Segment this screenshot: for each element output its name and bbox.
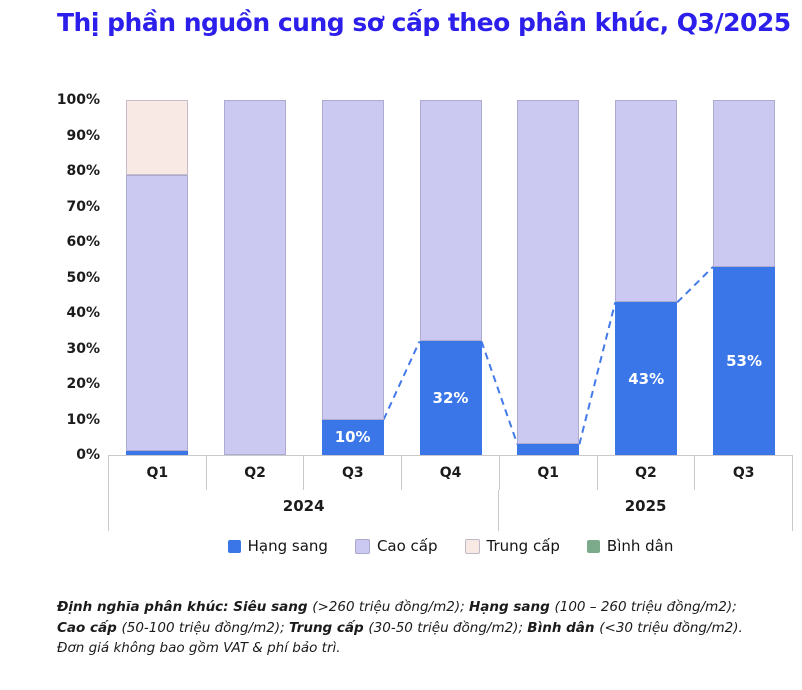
footnote-text: (100 – 260 triệu đồng/m2); — [554, 599, 737, 615]
bar-segment-trung-cap — [125, 100, 188, 175]
legend-item-binh-dan: Bình dân — [586, 537, 674, 555]
trend-line-segment — [578, 302, 617, 445]
bar-segment-cao-cap — [223, 100, 286, 455]
bar-segment-cao-cap — [713, 100, 776, 267]
bar-segment-hang-sang: 53% — [713, 266, 776, 455]
bar-segment-cao-cap — [517, 100, 580, 445]
bar-segment-cao-cap — [125, 174, 188, 452]
trend-line-segment — [480, 341, 519, 445]
footnote-text: (<30 triệu đồng/m2). Đơn giá không bao g… — [57, 619, 743, 657]
x-tick-year: 2024 — [109, 490, 500, 531]
x-tick-quarter: Q1 — [109, 456, 207, 490]
footnote-term: Cao cấp — [57, 619, 122, 636]
y-tick-label: 90% — [66, 127, 100, 144]
legend-swatch-cao-cap — [354, 538, 370, 554]
y-tick-label: 40% — [66, 305, 100, 321]
footnote-term: Định nghĩa phân khúc: Siêu sang — [57, 599, 313, 615]
legend-label: Trung cấp — [486, 537, 560, 555]
bar-segment-hang-sang: 32% — [419, 341, 482, 455]
legend-swatch-hang-sang — [227, 539, 241, 553]
x-tick-quarter: Q1 — [500, 456, 598, 490]
legend-label: Hạng sang — [247, 537, 328, 555]
y-tick-label: 80% — [66, 163, 100, 179]
legend-swatch-binh-dan — [586, 539, 600, 553]
y-tick-label: 70% — [66, 198, 100, 215]
legend: Hạng sang Cao cấp Trung cấp Bình dân — [108, 537, 793, 555]
bar-q3-2: 10% — [321, 100, 384, 455]
bar-q2-1 — [223, 100, 286, 455]
legend-item-cao-cap: Cao cấp — [354, 537, 438, 555]
y-tick-label: 30% — [66, 340, 100, 357]
bar-segment-cao-cap — [419, 100, 482, 342]
bar-segment-cao-cap — [321, 100, 384, 420]
bar-q1-0 — [125, 100, 188, 455]
footnote-term: Trung cấp — [288, 619, 369, 636]
bar-segment-hang-sang — [517, 444, 580, 455]
footnote-text: (50-100 triệu đồng/m2); — [121, 619, 289, 636]
x-axis: Q1 Q2 Q3 Q4 Q1 Q2 Q3 2024 2025 — [108, 455, 793, 531]
footnote-text: (>260 triệu đồng/m2); — [312, 599, 469, 615]
x-tick-quarter: Q2 — [207, 456, 305, 490]
y-axis: 100% 90% 80% 70% 60% 50% 40% 30% 20% 10% 0% — [0, 92, 100, 463]
bar-q1-4 — [517, 100, 580, 455]
legend-label: Cao cấp — [376, 537, 438, 555]
trend-line-segment — [676, 266, 714, 304]
footnote-text: (30-50 triệu đồng/m2); — [368, 619, 528, 636]
bar-value-label: 53% — [726, 351, 763, 370]
legend-item-hang-sang: Hạng sang — [227, 537, 328, 555]
bar-value-label: 43% — [628, 369, 665, 388]
bar-segment-cao-cap — [615, 100, 678, 303]
year-row: 2024 2025 — [109, 490, 792, 531]
plot-area: 10% 32% 43% 53% — [108, 100, 793, 455]
bar-segment-hang-sang: 10% — [321, 419, 384, 455]
bar-q3-6: 53% — [713, 100, 776, 455]
x-tick-quarter: Q3 — [732, 465, 755, 481]
x-tick-quarter: Q4 — [402, 456, 500, 490]
y-tick-label: 60% — [66, 234, 100, 250]
footnote: Định nghĩa phân khúc: Siêu sang (>260 tr… — [57, 597, 769, 659]
quarter-row: Q1 Q2 Q3 Q4 Q1 Q2 Q3 — [109, 456, 792, 490]
y-tick-label: 20% — [66, 376, 100, 392]
x-tick-quarter: Q2 — [598, 456, 696, 490]
footnote-term: Hạng sang — [468, 599, 555, 615]
legend-item-trung-cap: Trung cấp — [464, 537, 560, 555]
footnote-term: Bình dân — [527, 619, 600, 636]
bar-value-label: 32% — [432, 389, 469, 408]
bar-value-label: 10% — [334, 428, 371, 447]
bar-q4-3: 32% — [419, 100, 482, 455]
y-tick-label: 0% — [76, 447, 100, 463]
bar-segment-hang-sang — [125, 451, 188, 455]
x-tick-year: 2025 — [624, 497, 667, 515]
legend-label: Bình dân — [606, 537, 674, 555]
trend-line-segment — [382, 340, 421, 420]
x-tick-quarter: Q3 — [304, 456, 403, 490]
y-tick-label: 50% — [66, 269, 100, 286]
y-tick-label: 100% — [56, 92, 100, 108]
y-tick-label: 10% — [66, 411, 100, 428]
legend-swatch-trung-cap — [464, 538, 480, 554]
chart-title: Thị phần nguồn cung sơ cấp theo phân khú… — [57, 8, 791, 37]
bar-q2-5: 43% — [615, 100, 678, 455]
bar-segment-hang-sang: 43% — [615, 302, 678, 455]
